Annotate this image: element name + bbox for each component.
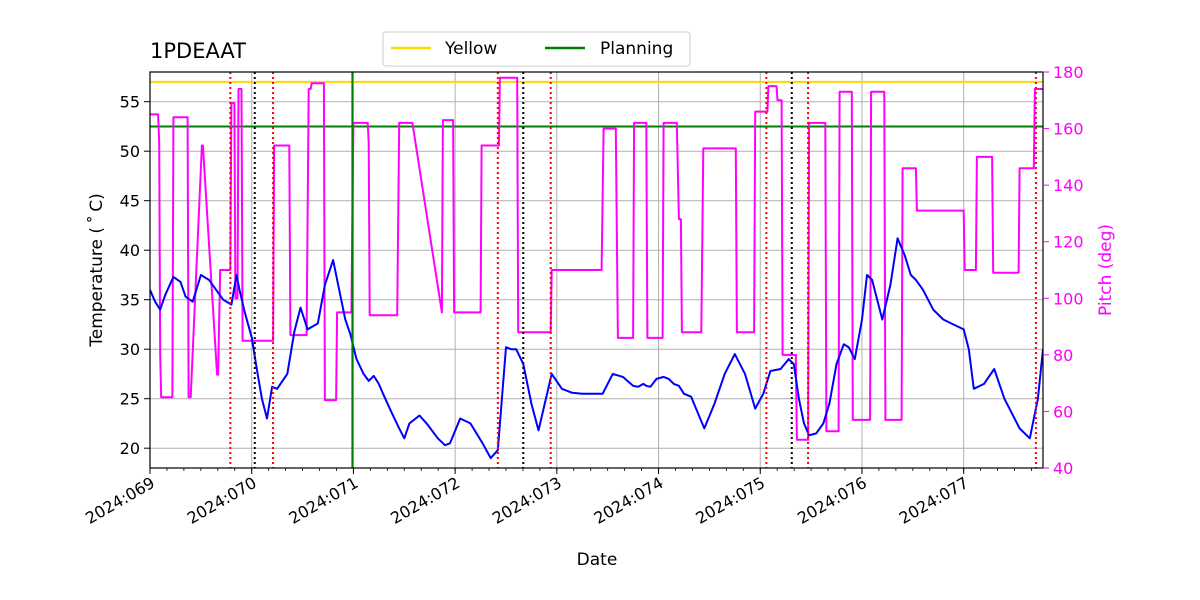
x-axis-label: Date xyxy=(577,550,618,570)
legend-label-yellow: Yellow xyxy=(444,39,497,59)
y-axis-right: 40 60 80 100 120 140 160 180 xyxy=(1043,63,1084,478)
y2-tick-label: 60 xyxy=(1053,402,1073,421)
series-pitch xyxy=(150,76,1043,441)
plot-frame xyxy=(149,71,1044,469)
y-tick-label: 30 xyxy=(120,340,140,359)
y2-tick-label: 40 xyxy=(1053,459,1073,478)
legend: Yellow Planning xyxy=(382,31,691,67)
legend-box xyxy=(382,31,691,67)
y2-tick-label: 100 xyxy=(1053,289,1084,308)
plot-area xyxy=(150,72,1043,468)
y2-tick-label: 80 xyxy=(1053,346,1073,365)
y-tick-label: 35 xyxy=(120,291,140,310)
y2-tick-label: 180 xyxy=(1053,63,1084,82)
y-axis-label: Temperature ( ˚ C) xyxy=(86,193,107,348)
y-tick-label: 50 xyxy=(120,142,140,161)
y-tick-label: 25 xyxy=(120,390,140,409)
y-tick-label: 20 xyxy=(120,439,140,458)
y2-tick-label: 140 xyxy=(1053,176,1084,195)
series-temperature xyxy=(150,237,1043,460)
y-axis-left: 20 25 30 35 40 45 50 55 xyxy=(120,93,150,458)
y-tick-label: 45 xyxy=(120,192,140,211)
y2-tick-label: 120 xyxy=(1053,233,1084,252)
chart-title: 1PDEAAT xyxy=(150,39,246,63)
y2-tick-label: 160 xyxy=(1053,120,1084,139)
y-tick-label: 55 xyxy=(120,93,140,112)
y2-axis-label: Pitch (deg) xyxy=(1096,224,1116,316)
legend-label-planning: Planning xyxy=(600,39,673,59)
y-tick-label: 40 xyxy=(120,241,140,260)
